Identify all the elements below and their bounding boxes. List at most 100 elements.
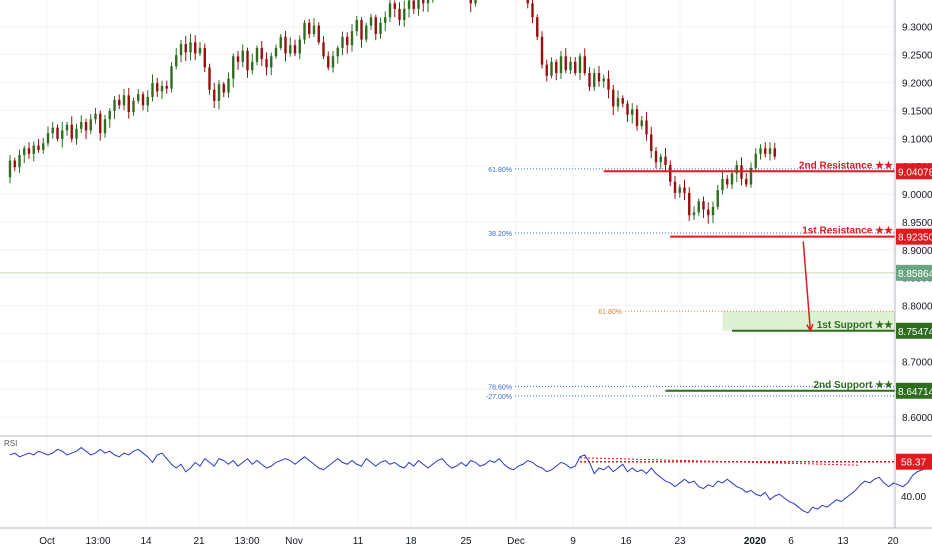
candle-body: [526, 0, 529, 4]
candle-body: [626, 103, 629, 115]
level-price-tag-label[interactable]: 8.75474: [898, 327, 932, 338]
candle-body: [583, 56, 586, 74]
candle-body: [198, 47, 202, 54]
level-label: 1st Resistance ★★: [802, 226, 893, 237]
candle-body: [317, 25, 320, 43]
price-tick-label[interactable]: 8.70000: [902, 357, 932, 368]
rsi-axis[interactable]: 58.37 40.00: [896, 453, 932, 503]
candle-body: [336, 47, 339, 57]
price-tick-label[interactable]: 9.25000: [902, 51, 932, 62]
rsi-pane-title: RSI: [4, 439, 17, 448]
level-label: 1st Support ★★: [817, 320, 893, 331]
time-tick-label[interactable]: 18: [405, 536, 417, 547]
current-price-tag-label[interactable]: 8.85864: [898, 269, 932, 280]
candle-body: [531, 3, 534, 18]
level-price-tag-label[interactable]: 8.64714: [898, 387, 932, 398]
current-price-tag[interactable]: [896, 264, 932, 281]
candle-body: [246, 50, 249, 71]
time-tick-label[interactable]: 11: [353, 536, 364, 547]
price-tick-label[interactable]: 9.15000: [902, 106, 932, 117]
candle-body: [293, 45, 297, 54]
level-price-tag[interactable]: [896, 382, 932, 399]
candle-body: [612, 89, 615, 107]
candle-body: [659, 156, 662, 163]
price-tick-label[interactable]: 8.90000: [902, 246, 932, 257]
time-tick-label[interactable]: 25: [460, 536, 472, 547]
candle-body: [303, 22, 306, 40]
rsi-line: [9, 446, 932, 514]
time-tick-label[interactable]: 23: [674, 536, 686, 547]
candle-body: [654, 151, 658, 163]
candle-body: [94, 113, 97, 120]
time-axis[interactable]: Oct 13:00 14 21 13:00 Nov 11 18 25 Dec 9 16 23 2020 6 1…: [39, 536, 899, 547]
candle-body: [669, 165, 672, 182]
price-tick-label[interactable]: 8.80000: [902, 302, 932, 313]
candle-body: [555, 61, 558, 74]
candle-body: [103, 119, 107, 134]
candle-body: [735, 165, 738, 174]
time-tick-label[interactable]: 14: [140, 536, 152, 547]
candle-body: [179, 44, 183, 56]
candle-body: [350, 31, 354, 46]
projection-arrow-head: [806, 323, 814, 333]
candle-body: [574, 61, 577, 74]
candle-body: [194, 42, 197, 54]
price-tick-label[interactable]: 9.00000: [902, 190, 932, 201]
candle-body: [327, 56, 330, 68]
candle-body: [260, 47, 263, 60]
candle-body: [165, 85, 168, 89]
level-price-tag-label[interactable]: 8.92350: [898, 233, 932, 244]
candle-body: [616, 98, 620, 107]
time-tick-label[interactable]: 13:00: [85, 536, 110, 547]
price-tick-label[interactable]: 9.10000: [902, 134, 932, 145]
time-tick-label[interactable]: 13:00: [234, 536, 259, 547]
candle-body: [645, 120, 648, 135]
price-axis[interactable]: 9.300009.250009.200009.150009.100009.050…: [896, 23, 932, 424]
time-tick-label[interactable]: Dec: [507, 536, 525, 547]
time-tick-label[interactable]: 20: [887, 536, 899, 547]
rsi-tick-label[interactable]: 40.00: [901, 492, 926, 503]
candle-body: [241, 50, 244, 62]
level-price-tag[interactable]: [896, 163, 932, 180]
level-price-tag[interactable]: [896, 322, 932, 339]
time-tick-label[interactable]: 9: [570, 536, 576, 547]
candle-body: [284, 36, 287, 54]
price-tick-label[interactable]: 9.20000: [902, 78, 932, 89]
support-zone: [722, 311, 895, 331]
candle-body: [764, 148, 767, 154]
time-tick-label[interactable]: 2020: [744, 536, 767, 547]
time-tick-label[interactable]: Oct: [39, 536, 55, 547]
time-tick-label[interactable]: 6: [788, 536, 794, 547]
time-tick-label[interactable]: 16: [620, 536, 632, 547]
candle-body: [118, 99, 121, 106]
grid: [0, 0, 895, 528]
candle-body: [559, 56, 563, 74]
candle-body: [384, 17, 387, 23]
candle-body: [232, 56, 235, 79]
price-tick-label[interactable]: 8.95000: [902, 218, 932, 229]
candle-body: [578, 56, 582, 74]
candle-body: [51, 127, 54, 134]
price-tick-label[interactable]: 8.60000: [902, 413, 932, 424]
candle-body: [70, 124, 73, 139]
rsi-value-tag[interactable]: [896, 453, 932, 470]
candle-body: [469, 0, 472, 4]
price-tick-label[interactable]: 9.30000: [902, 23, 932, 34]
candle-body: [545, 64, 548, 76]
candle-body: [697, 201, 700, 213]
candle-body: [37, 145, 40, 150]
fib-label: 38.20%: [488, 231, 512, 238]
time-tick-label[interactable]: 13: [837, 536, 849, 547]
rsi-value-tag-label[interactable]: 58.37: [901, 458, 926, 469]
candle-body: [137, 94, 140, 101]
level-price-tag[interactable]: [896, 228, 932, 245]
candle-body: [474, 0, 477, 4]
candle-body: [222, 84, 225, 93]
time-tick-label[interactable]: Nov: [285, 536, 303, 547]
candle-body: [108, 110, 111, 120]
candle-body: [270, 56, 273, 68]
level-price-tag-label[interactable]: 9.04078: [898, 167, 932, 178]
candle-body: [398, 8, 401, 21]
candle-body: [417, 0, 420, 9]
time-tick-label[interactable]: 21: [193, 536, 205, 547]
